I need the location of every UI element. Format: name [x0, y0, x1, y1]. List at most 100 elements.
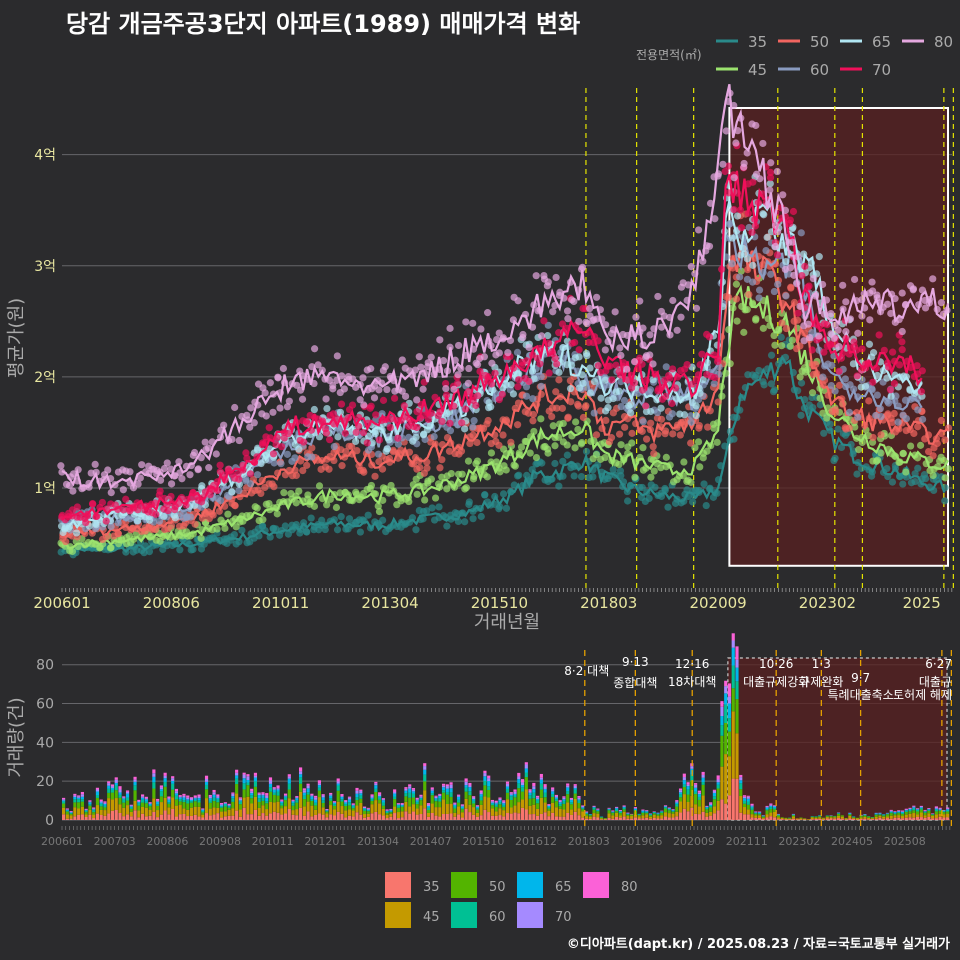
bar-segment-45: [840, 816, 844, 819]
bar-segment-70: [366, 808, 370, 810]
bar-segment-70: [419, 796, 423, 798]
data-point-70: [608, 376, 616, 384]
bar-segment-60: [554, 799, 558, 802]
data-point-45: [819, 409, 827, 417]
bar-segment-50: [821, 817, 826, 819]
data-point-70: [714, 358, 722, 366]
data-point-45: [473, 457, 482, 465]
bar-segment-35: [618, 817, 622, 820]
bar-segment-60: [742, 800, 747, 804]
bar-segment-50: [724, 722, 728, 755]
annotation-text: 10·26: [759, 657, 793, 671]
bar-segment-60: [69, 813, 73, 814]
x-axis-title: 거래년월: [474, 612, 540, 633]
bar-segment-70: [189, 798, 194, 800]
data-point-35: [638, 483, 646, 492]
bar-segment-60: [464, 787, 468, 792]
bar-month: [118, 786, 122, 820]
data-point-80: [649, 360, 657, 368]
data-point-60: [774, 280, 782, 288]
bar-segment-70: [73, 795, 77, 797]
bar-segment-35: [347, 815, 352, 820]
bar-month: [694, 783, 698, 820]
data-point-45: [375, 507, 384, 516]
x-tick-label: 2025: [903, 594, 941, 612]
bar-segment-45: [472, 807, 476, 815]
bar-segment-50: [596, 811, 600, 814]
bar-segment-50: [603, 817, 607, 819]
bar-segment-60: [148, 805, 152, 807]
bar-month: [464, 778, 468, 820]
bar-segment-80: [660, 810, 664, 812]
data-point-60: [687, 412, 695, 420]
bar-segment-50: [347, 805, 352, 810]
bar-segment-70: [430, 789, 434, 791]
data-point-80: [57, 462, 65, 470]
bar-segment-45: [137, 810, 141, 818]
bar-segment-65: [110, 787, 115, 790]
bar-segment-45: [212, 807, 216, 815]
bar-segment-65: [238, 800, 242, 802]
bar-segment-50: [114, 790, 118, 799]
annotation-text: 1·3: [812, 657, 831, 671]
bar-segment-80: [551, 787, 555, 790]
bar-segment-70: [216, 796, 220, 798]
bar-segment-60: [77, 799, 81, 803]
data-point-45: [628, 439, 636, 447]
bar-segment-80: [125, 790, 130, 792]
bar-segment-35: [449, 813, 453, 820]
bar-segment-65: [95, 791, 100, 795]
bar-segment-65: [114, 782, 118, 786]
bar-segment-70: [453, 803, 457, 805]
bar-segment-65: [942, 810, 946, 812]
bar-segment-45: [415, 808, 419, 815]
bar-segment-50: [178, 801, 182, 806]
bar-segment-35: [663, 816, 668, 820]
data-point-45: [224, 510, 232, 518]
bar-segment-65: [69, 812, 73, 814]
bar-segment-65: [216, 797, 220, 800]
bar-segment-50: [366, 811, 370, 814]
data-point-50: [933, 439, 941, 448]
bar-segment-70: [716, 779, 720, 783]
bar-segment-70: [344, 801, 348, 803]
bar-segment-60: [626, 814, 630, 815]
bar-segment-35: [125, 814, 130, 820]
data-point-50: [473, 438, 481, 447]
bar-segment-45: [509, 807, 513, 814]
data-point-50: [649, 443, 657, 451]
data-point-70: [462, 405, 470, 413]
data-point-70: [341, 429, 349, 437]
data-point-70: [773, 251, 782, 259]
bar-segment-70: [359, 791, 363, 794]
data-point-35: [230, 530, 239, 539]
bar-segment-35: [750, 817, 754, 820]
bar-segment-65: [475, 806, 479, 809]
bar-segment-35: [671, 817, 675, 820]
bar-segment-35: [678, 812, 683, 820]
bar-segment-50: [919, 809, 923, 813]
bar-segment-60: [223, 804, 227, 807]
bar-segment-70: [498, 798, 502, 801]
bar-segment-60: [885, 813, 890, 815]
bar-segment-50: [137, 805, 141, 811]
bar-segment-80: [709, 802, 713, 804]
bar-segment-50: [216, 802, 220, 808]
bar-segment-70: [114, 779, 118, 783]
bar-segment-50: [539, 789, 543, 798]
bar-segment-65: [389, 810, 393, 812]
bar-segment-35: [80, 814, 84, 820]
bar-segment-80: [310, 793, 314, 796]
data-point-50: [308, 444, 316, 452]
data-point-45: [487, 449, 496, 457]
data-point-45: [732, 280, 741, 288]
bar-segment-65: [709, 804, 713, 807]
bar-segment-35: [543, 812, 547, 820]
bar-segment-80: [389, 808, 393, 810]
bar-segment-60: [329, 798, 333, 801]
bar-segment-80: [915, 808, 920, 809]
bar-segment-50: [223, 806, 227, 812]
bar-segment-50: [189, 802, 194, 808]
data-point-50: [661, 427, 670, 435]
data-point-35: [238, 526, 246, 534]
